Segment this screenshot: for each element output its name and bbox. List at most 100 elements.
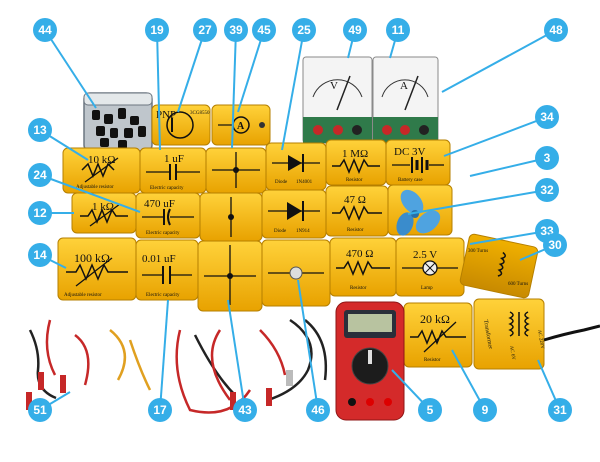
callout-circle [193, 18, 217, 42]
res100k-label: 100 kΩ [74, 251, 110, 265]
res1k-label: 1 kΩ [92, 201, 114, 213]
callout-badge: 46 [306, 398, 330, 422]
callout-number: 12 [33, 206, 47, 220]
callout-badge: 34 [535, 105, 559, 129]
callout-badge: 27 [193, 18, 217, 42]
callout-badge: 32 [535, 178, 559, 202]
cap001-caption: Electric capacity [146, 293, 180, 298]
callout-badge: 45 [252, 18, 276, 42]
callout-number: 49 [348, 23, 362, 37]
callout-number: 9 [482, 403, 489, 417]
diode1-label: Diode [275, 180, 288, 185]
battery-caption: Battery case [398, 178, 423, 183]
callout-leader-line [177, 29, 206, 113]
res1m-label: 1 MΩ [342, 148, 368, 160]
diode1-part: 1N4001 [296, 180, 313, 185]
ammeter-label: A [400, 80, 408, 92]
res100k-caption: Adjustable resistor [64, 293, 102, 298]
cap470-label: 470 uF [144, 198, 175, 210]
module-junction-1 [205, 147, 267, 194]
lamp-caption: Lamp [421, 286, 433, 291]
callout-number: 51 [33, 403, 47, 417]
module-wire-vertical [199, 192, 263, 242]
module-res47: 47 Ω Resistor [325, 185, 389, 237]
callout-circle [28, 398, 52, 422]
callout-number: 31 [553, 403, 567, 417]
callout-circle [343, 18, 367, 42]
callout-number: 48 [549, 23, 563, 37]
callout-circle [28, 163, 52, 187]
callout-leader-line [231, 29, 237, 149]
callout-leader-line [297, 279, 319, 411]
callout-number: 32 [540, 183, 554, 197]
callout-number: 34 [540, 110, 554, 124]
callout-number: 39 [229, 23, 243, 37]
component-jar [83, 92, 153, 152]
callout-badge: 14 [28, 243, 52, 267]
callout-number: 19 [150, 23, 164, 37]
module-res1k: 1 kΩ [71, 192, 137, 234]
callout-leader-line [469, 230, 548, 245]
callout-circle [33, 18, 57, 42]
callout-badge: 48 [544, 18, 568, 42]
callout-circle [28, 243, 52, 267]
module-diode-1n914: Diode 1N914 [261, 189, 327, 239]
callout-number: 5 [427, 403, 434, 417]
power-cord [543, 324, 600, 342]
module-transformer: Transformer AC 6V AC 220V [473, 298, 545, 370]
callout-leader-line [156, 29, 161, 151]
pnp-label: PNP [156, 109, 176, 121]
callout-circle [544, 18, 568, 42]
callout-circle [418, 398, 442, 422]
callout-leader-line [159, 299, 169, 411]
callout-badge: 39 [224, 18, 248, 42]
multimeter [335, 301, 405, 421]
res47-caption: Resistor [347, 228, 364, 233]
callout-number: 45 [257, 23, 271, 37]
callout-number: 24 [33, 168, 47, 182]
module-pnp: PNP 3CG8550 [151, 104, 211, 146]
callout-number: 14 [33, 248, 47, 262]
callout-badge: 51 [28, 398, 52, 422]
module-battery: DC 3V Battery case [385, 139, 451, 186]
callout-badge: 5 [418, 398, 442, 422]
callout-circle [535, 178, 559, 202]
callout-number: 44 [38, 23, 52, 37]
module-cap001: 0.01 uF Electric capacity [135, 239, 199, 301]
callout-leader-line [227, 299, 246, 411]
module-fan-motor [387, 184, 453, 236]
callout-badge: 31 [548, 398, 572, 422]
callout-badge: 9 [473, 398, 497, 422]
callout-circle [145, 18, 169, 42]
svg-text:A: A [237, 121, 245, 132]
callout-leader-line [39, 174, 141, 213]
callout-badge: 11 [386, 18, 410, 42]
diode2-part: 1N914 [296, 229, 310, 234]
module-cap470: 470 uF Electric capacity [135, 192, 201, 239]
callout-circle [386, 18, 410, 42]
callout-leader-line [469, 157, 548, 177]
callout-circle [28, 118, 52, 142]
callout-badge: 30 [543, 233, 567, 257]
module-res10k: 10 kΩ Adjustable resistor [62, 147, 141, 194]
callout-circle [473, 398, 497, 422]
cap001-label: 0.01 uF [142, 253, 176, 265]
callout-circle [306, 398, 330, 422]
callout-number: 11 [392, 23, 405, 37]
module-buzzer [261, 239, 331, 307]
lamp-label: 2.5 V [413, 249, 437, 261]
callout-leader-line [441, 29, 557, 93]
module-diode-1n4001: Diode 1N4001 [265, 142, 327, 191]
module-junction-2 [197, 240, 263, 312]
transformer-ac-label: AC 6V [508, 345, 515, 360]
module-cap1uf: 1 uF Electric capacity [139, 147, 207, 194]
callout-circle [148, 398, 172, 422]
battery-label: DC 3V [394, 146, 426, 158]
module-res100k: 100 kΩ Adjustable resistor [57, 237, 137, 301]
module-lamp: 2.5 V Lamp [395, 237, 465, 297]
callout-badge: 44 [33, 18, 57, 42]
diode2-label: Diode [274, 229, 287, 234]
